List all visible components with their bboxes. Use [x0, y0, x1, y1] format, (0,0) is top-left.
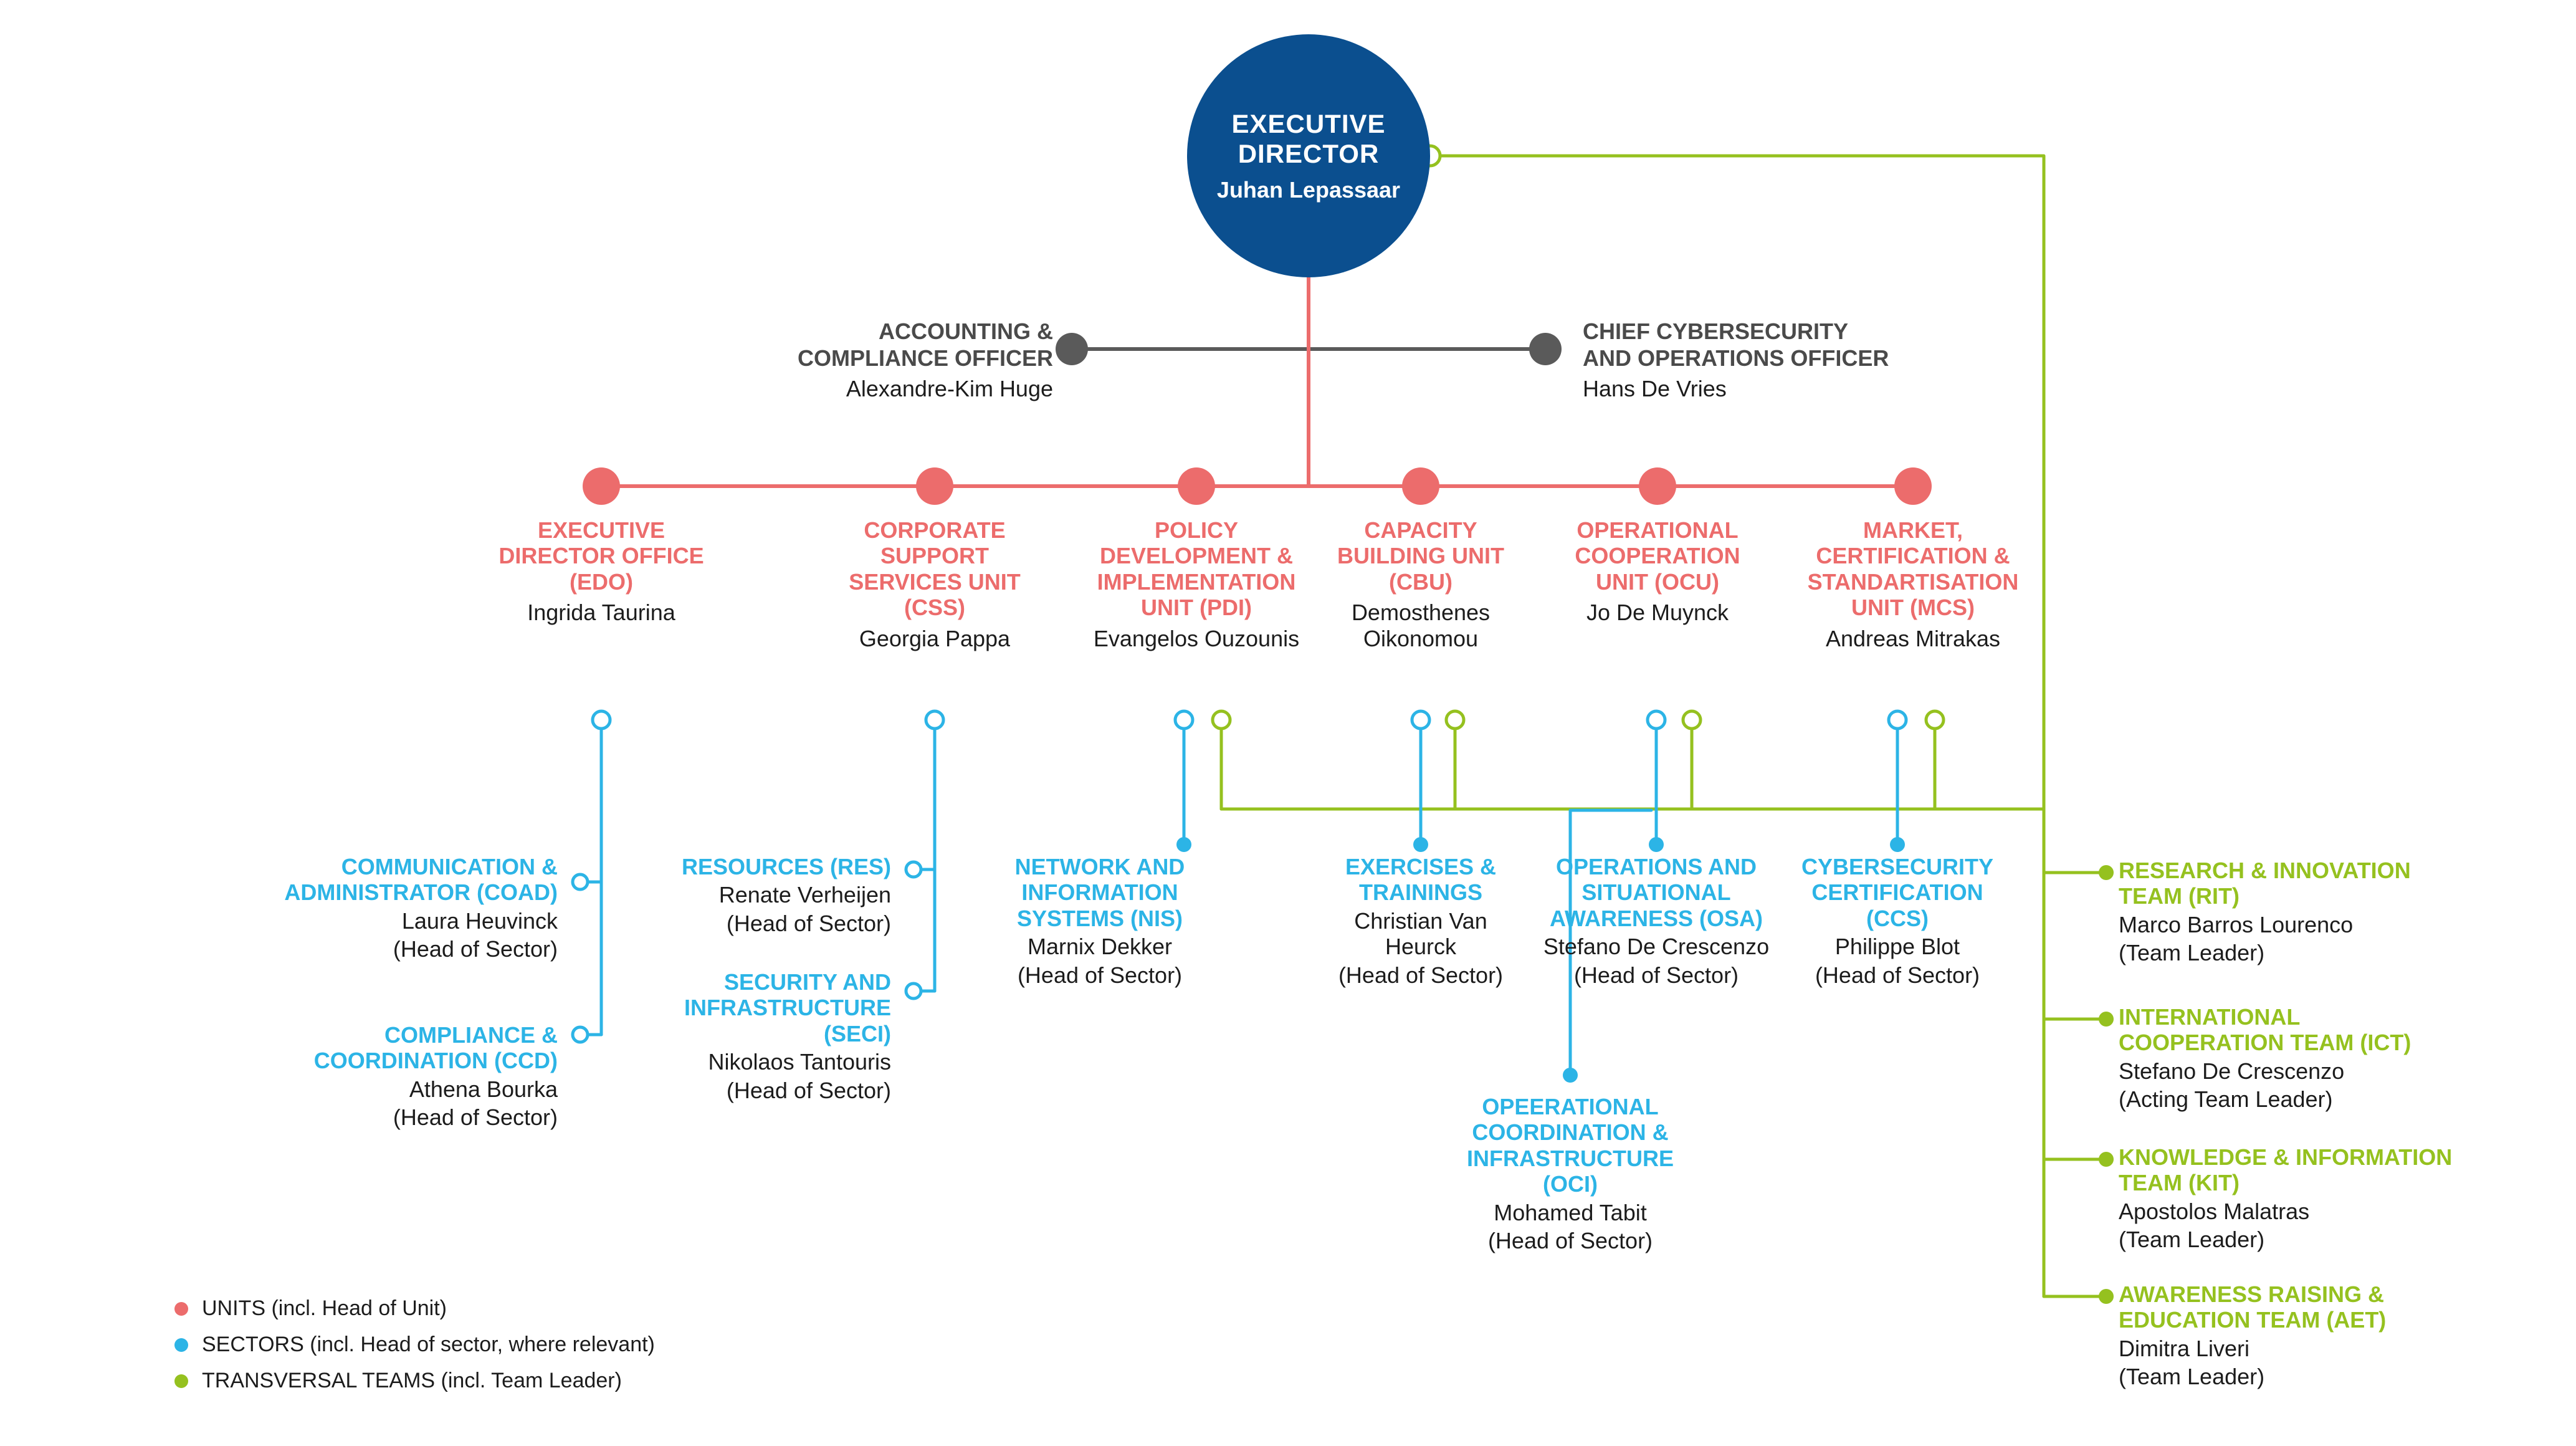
officer-cco: CHIEF CYBERSECURITY AND OPERATIONS OFFIC…: [1583, 318, 1894, 403]
legend-blue: SECTORS (incl. Head of sector, where rel…: [174, 1333, 735, 1357]
sector-ccs: CYBERSECURITY CERTIFICATION (CCS)Philipp…: [1779, 854, 2016, 988]
executive-director: EXECUTIVE DIRECTORJuhan Lepassaar: [1187, 34, 1430, 277]
sector-oci: OPEERATIONAL COORDINATION & INFRASTRUCTU…: [1452, 1094, 1689, 1253]
unit-ocu: OPERATIONAL COOPERATION UNIT (OCU)Jo De …: [1552, 517, 1763, 626]
legend-dot: [174, 1374, 188, 1388]
unit-pdi: POLICY DEVELOPMENT & IMPLEMENTATION UNIT…: [1072, 517, 1321, 651]
legend-dot: [174, 1302, 188, 1316]
sector-seci: SECURITY AND INFRASTRUCTURE (SECI)Nikola…: [629, 969, 891, 1103]
unit-cbu: CAPACITY BUILDING UNIT (CBU)Demosthenes …: [1315, 517, 1527, 651]
legend-red: UNITS (incl. Head of Unit): [174, 1296, 735, 1321]
sector-ext: EXERCISES & TRAININGSChristian Van Heurc…: [1321, 854, 1520, 988]
team-rit: RESEARCH & INNOVATION TEAM (RIT)Marco Ba…: [2119, 858, 2455, 966]
sector-nis: NETWORK AND INFORMATION SYSTEMS (NIS)Mar…: [981, 854, 1218, 988]
sector-ccd: COMPLIANCE & COORDINATION (CCD)Athena Bo…: [234, 1022, 558, 1131]
officer-aco: ACCOUNTING & COMPLIANCE OFFICERAlexandre…: [779, 318, 1053, 403]
sector-osa: OPERATIONS AND SITUATIONAL AWARENESS (OS…: [1538, 854, 1775, 988]
sector-coad: COMMUNICATION & ADMINISTRATOR (COAD)Laur…: [234, 854, 558, 962]
unit-mcs: MARKET, CERTIFICATION & STANDARTISATION …: [1788, 517, 2038, 651]
org-chart: EXECUTIVE DIRECTORJuhan Lepassaar ACCOUNT…: [0, 0, 2576, 1446]
team-aet: AWARENESS RAISING & EDUCATION TEAM (AET)…: [2119, 1281, 2455, 1390]
sector-res: RESOURCES (RES)Renate Verheijen(Head of …: [629, 854, 891, 936]
team-ict: INTERNATIONAL COOPERATION TEAM (ICT)Stef…: [2119, 1004, 2455, 1113]
team-kit: KNOWLEDGE & INFORMATION TEAM (KIT)Aposto…: [2119, 1144, 2455, 1253]
unit-edo: EXECUTIVE DIRECTOR OFFICE (EDO)Ingrida T…: [489, 517, 713, 626]
legend-dot: [174, 1338, 188, 1352]
legend-green: TRANSVERSAL TEAMS (incl. Team Leader): [174, 1369, 735, 1393]
unit-css: CORPORATE SUPPORT SERVICES UNIT (CSS)Geo…: [829, 517, 1041, 651]
